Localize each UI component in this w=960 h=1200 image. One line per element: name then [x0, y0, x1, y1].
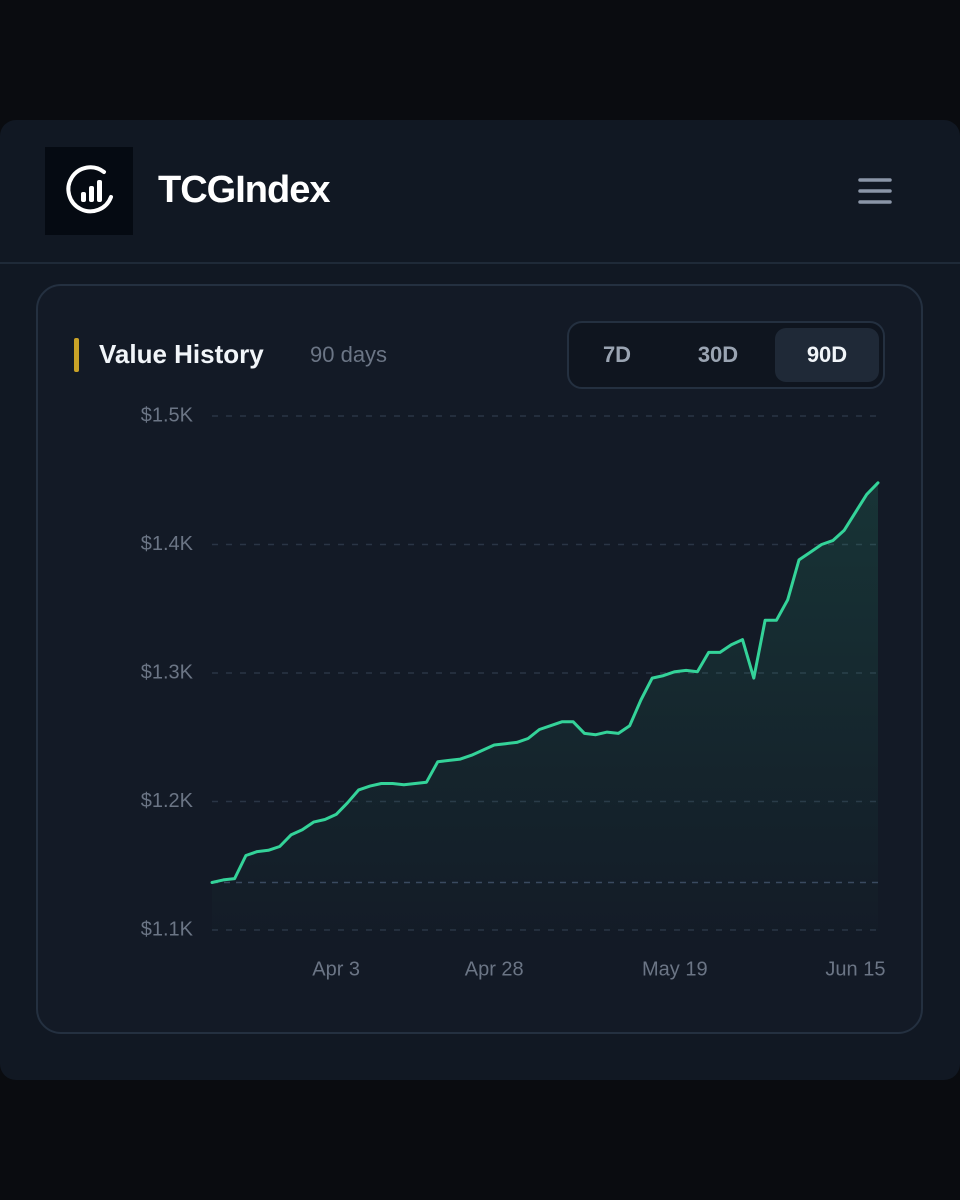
x-tick-label: Apr 3 [312, 958, 360, 980]
x-tick-label: Apr 28 [465, 958, 524, 980]
y-tick-label: $1.3K [141, 661, 194, 683]
x-tick-label: Jun 15 [825, 958, 885, 980]
menu-button[interactable] [858, 178, 892, 204]
value-line [210, 481, 880, 884]
accent-bar [74, 338, 79, 372]
x-tick-label: May 19 [642, 958, 708, 980]
tab-active-bg [775, 328, 879, 382]
y-tick-label: $1.4K [141, 533, 194, 555]
tabs: 7D 30D 90D [603, 328, 879, 382]
tab[interactable]: 90D [807, 342, 847, 367]
brand[interactable]: TCGIndex [158, 169, 331, 211]
logo-bar [89, 186, 94, 202]
y-tick-label: $1.2K [141, 790, 194, 812]
area-gradient [212, 482, 878, 930]
y-tick-label: $1.1K [141, 918, 194, 940]
logo-bar [97, 180, 102, 202]
tab[interactable]: 30D [698, 342, 738, 367]
logo-bar [81, 192, 86, 202]
panel-title: Value History [99, 339, 264, 369]
panel-subtitle: 90 days [310, 342, 387, 367]
plot: $1.1K $1.2K $1.3K $1.4K $1.5K Apr 3 Apr 28 May … [141, 404, 886, 980]
logo-arc [66, 165, 113, 214]
y-tick-label: $1.5K [141, 404, 194, 426]
tab[interactable]: 7D [603, 342, 631, 367]
logo[interactable] [45, 147, 133, 235]
